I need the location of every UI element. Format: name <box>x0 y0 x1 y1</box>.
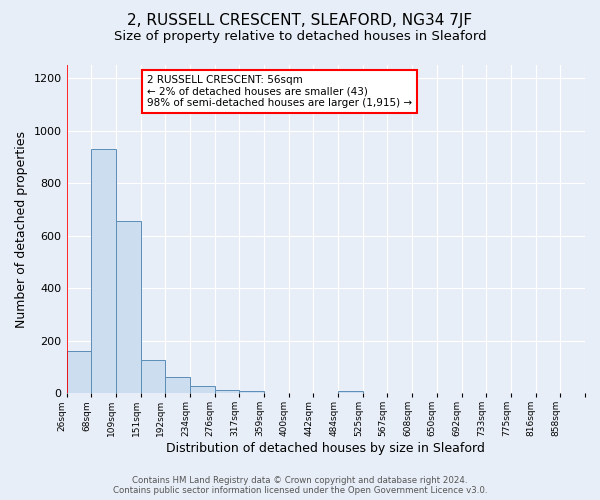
Bar <box>140 360 165 393</box>
Y-axis label: Number of detached properties: Number of detached properties <box>15 130 28 328</box>
Bar <box>215 390 239 393</box>
Bar <box>67 351 91 393</box>
Text: Contains HM Land Registry data © Crown copyright and database right 2024.
Contai: Contains HM Land Registry data © Crown c… <box>113 476 487 495</box>
Text: Size of property relative to detached houses in Sleaford: Size of property relative to detached ho… <box>113 30 487 43</box>
Text: 2, RUSSELL CRESCENT, SLEAFORD, NG34 7JF: 2, RUSSELL CRESCENT, SLEAFORD, NG34 7JF <box>127 12 473 28</box>
Bar <box>338 390 363 393</box>
Bar <box>190 386 215 393</box>
Bar <box>165 378 190 393</box>
Text: 2 RUSSELL CRESCENT: 56sqm
← 2% of detached houses are smaller (43)
98% of semi-d: 2 RUSSELL CRESCENT: 56sqm ← 2% of detach… <box>147 75 412 108</box>
X-axis label: Distribution of detached houses by size in Sleaford: Distribution of detached houses by size … <box>166 442 485 455</box>
Bar <box>116 221 140 393</box>
Bar <box>91 149 116 393</box>
Bar <box>239 390 264 393</box>
